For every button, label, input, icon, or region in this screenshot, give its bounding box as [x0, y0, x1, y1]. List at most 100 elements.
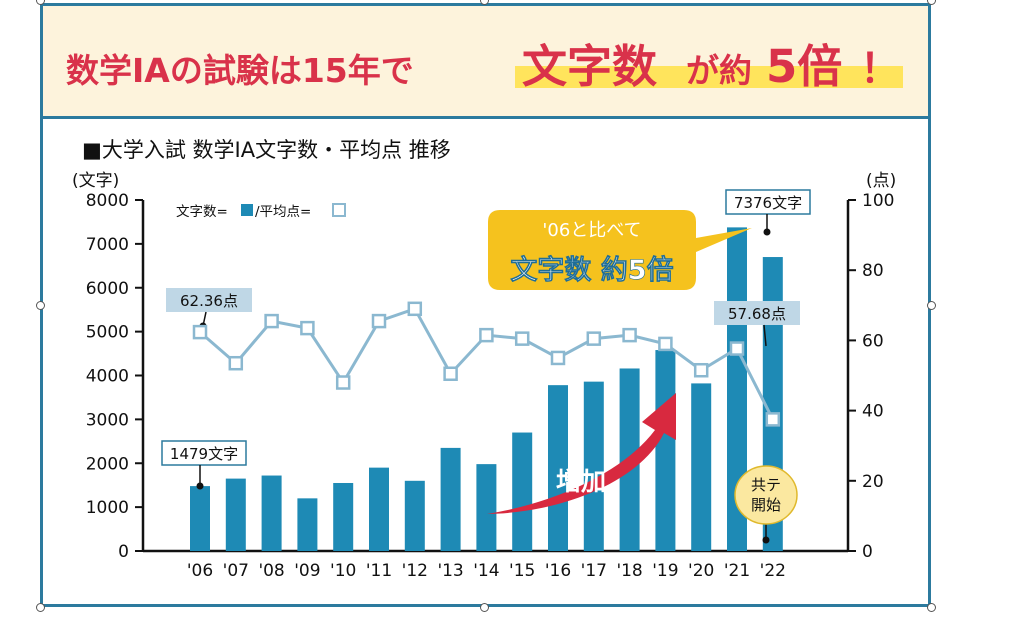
left-axis-unit: (文字)	[72, 171, 119, 191]
bar	[369, 467, 389, 551]
left-tick-label: 8000	[86, 191, 129, 211]
headline-big: 5倍	[766, 40, 842, 93]
resize-handle-bottom-mid[interactable]	[480, 603, 489, 612]
legend-line-swatch	[332, 203, 346, 217]
resize-handle-top-mid[interactable]	[480, 0, 489, 5]
left-tick-label: 0	[118, 542, 129, 562]
average-point	[479, 327, 494, 343]
average-point	[729, 341, 745, 356]
bar	[583, 381, 604, 551]
annotation-chars-2021-text: 7376文字	[734, 194, 802, 212]
average-line	[199, 306, 775, 421]
x-tick-labels: '06 '07 '08 '09 '10 '11 '12 '13 '14 '15 '16 '17 '18 '…	[187, 561, 786, 581]
annotation-avg-2006-text: 62.36点	[180, 292, 238, 310]
bar	[404, 480, 425, 551]
kyotsu-label-1: 共テ	[751, 476, 781, 494]
headline-part1: 数学ⅠAの試験は15年で	[66, 51, 414, 90]
left-tick-label: 4000	[86, 367, 129, 387]
bar	[297, 498, 318, 551]
average-point	[443, 366, 458, 381]
chart-title: ■大学入試 数学ⅠA文字数・平均点 推移	[82, 138, 451, 162]
right-tick-label: 40	[862, 402, 884, 422]
annotation-avg-2021-text: 57.68点	[728, 305, 786, 323]
average-point	[622, 327, 637, 343]
bar	[440, 447, 461, 551]
right-tick-label: 20	[862, 472, 884, 492]
annotation-chars-2006-text: 1479文字	[170, 445, 238, 463]
x-tick-label: '20	[688, 561, 714, 581]
kyotsu-label-2: 開始	[751, 496, 781, 514]
x-tick-label: '17	[581, 561, 607, 581]
x-tick-label: '19	[652, 561, 678, 581]
left-tick-label: 1000	[86, 498, 129, 518]
callout-line1: '06と比べて	[542, 220, 641, 241]
left-tick-label: 3000	[86, 410, 129, 430]
legend-bar-swatch	[241, 204, 253, 216]
x-tick-label: '08	[258, 561, 284, 581]
headline-exclaim: ！	[860, 46, 900, 92]
bar	[190, 486, 210, 551]
average-point	[192, 324, 208, 340]
annotation-avg-2021: 57.68点	[714, 301, 800, 325]
bar	[512, 432, 533, 551]
annotation-chars-2021: 7376文字	[725, 189, 811, 215]
bar	[548, 385, 568, 551]
x-tick-label: '15	[509, 561, 535, 581]
average-point	[228, 355, 244, 371]
kyotsu-start-badge: 共テ 開始	[734, 465, 798, 544]
right-tick-label: 0	[862, 542, 873, 562]
bar	[225, 478, 246, 551]
resize-handle-bottom-right[interactable]	[927, 603, 936, 612]
average-point	[335, 375, 351, 390]
legend-separator: /平均点=	[255, 204, 311, 220]
right-tick-label: 60	[862, 331, 884, 351]
average-point	[586, 331, 602, 346]
x-tick-label: '16	[545, 561, 571, 581]
left-tick-group: 0 1000 2000 3000 4000 5000 6000 7000 8000	[86, 191, 143, 562]
x-tick-label: '22	[760, 561, 786, 581]
average-point	[658, 336, 673, 352]
average-point	[371, 313, 387, 329]
leader-chars-2021-dot	[763, 228, 771, 236]
resize-handle-mid-left[interactable]	[36, 301, 45, 310]
x-tick-label: '06	[187, 561, 213, 581]
left-tick-label: 2000	[86, 454, 129, 474]
left-tick-label: 5000	[86, 323, 129, 343]
headline-banner	[43, 6, 928, 119]
legend-chars-label: 文字数=	[176, 204, 228, 220]
bar-series	[190, 227, 783, 552]
x-tick-label: '12	[402, 561, 428, 581]
resize-handle-mid-right[interactable]	[927, 301, 936, 310]
bar	[691, 383, 712, 551]
resize-handle-top-right[interactable]	[927, 0, 936, 5]
headline-part2: が約	[686, 51, 752, 90]
resize-handle-top-left[interactable]	[36, 0, 45, 5]
right-axis-unit: (点)	[866, 171, 896, 191]
x-tick-label: '13	[437, 561, 463, 581]
bar	[655, 350, 676, 551]
callout-line2: 文字数 約5倍	[510, 254, 673, 286]
leader-avg-2021	[763, 324, 767, 347]
headline-highlight: 文字数	[522, 40, 657, 93]
resize-handle-bottom-left[interactable]	[36, 603, 45, 612]
x-tick-label: '14	[473, 561, 499, 581]
left-tick-label: 7000	[86, 235, 129, 255]
increase-arrow: 増加	[487, 393, 676, 514]
x-tick-label: '18	[616, 561, 642, 581]
bar	[261, 475, 282, 551]
average-point	[300, 320, 315, 336]
x-tick-label: '11	[366, 561, 392, 581]
average-point	[693, 362, 709, 378]
average-score-series	[192, 301, 781, 427]
x-tick-label: '09	[294, 561, 320, 581]
annotation-avg-2006: 62.36点	[166, 288, 252, 330]
right-tick-group: 0 20 40 60 80 100	[848, 191, 894, 562]
right-tick-label: 80	[862, 261, 884, 281]
x-tick-label: '10	[330, 561, 356, 581]
average-point	[407, 301, 423, 317]
average-point	[550, 350, 566, 366]
headline-highlight-bar	[515, 66, 903, 88]
x-tick-label: '21	[724, 561, 750, 581]
right-tick-label: 100	[862, 191, 894, 211]
